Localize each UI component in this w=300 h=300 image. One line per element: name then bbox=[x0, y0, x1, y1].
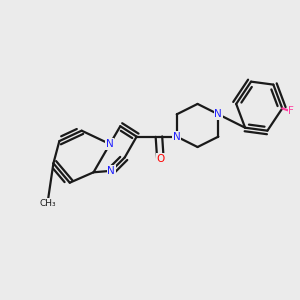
Text: F: F bbox=[288, 106, 294, 116]
Text: CH₃: CH₃ bbox=[39, 199, 56, 208]
Text: N: N bbox=[107, 166, 115, 176]
Text: N: N bbox=[106, 139, 114, 149]
Text: N: N bbox=[173, 132, 181, 142]
Text: N: N bbox=[214, 109, 222, 119]
Text: O: O bbox=[156, 154, 164, 164]
